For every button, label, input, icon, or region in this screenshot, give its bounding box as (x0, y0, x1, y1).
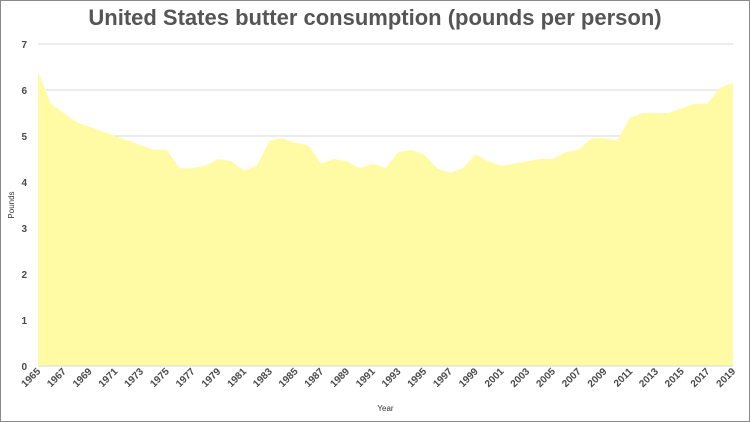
x-axis-label: Year (377, 404, 394, 413)
x-tick-label: 1985 (277, 366, 301, 390)
x-tick-label: 2011 (612, 366, 635, 389)
x-tick-label: 1995 (406, 366, 430, 390)
x-tick-label: 1971 (97, 366, 121, 390)
y-tick-label: 2 (21, 270, 27, 281)
x-tick-label: 2019 (715, 366, 739, 390)
x-tick-label: 1967 (45, 366, 69, 390)
x-tick-label: 1983 (251, 366, 275, 390)
chart-title: United States butter consumption (pounds… (88, 5, 662, 30)
x-tick-label: 1993 (380, 366, 404, 390)
x-tick-label: 1973 (123, 366, 147, 390)
y-axis-label: Pounds (7, 191, 16, 218)
y-tick-label: 1 (21, 316, 27, 327)
x-tick-label: 2009 (586, 366, 610, 390)
x-tick-label: 1977 (174, 366, 198, 390)
butter-consumption-area (38, 71, 733, 366)
y-tick-label: 0 (21, 362, 27, 373)
x-tick-label: 2005 (534, 366, 558, 390)
x-tick-label: 1999 (457, 366, 481, 390)
x-tick-label: 2015 (663, 366, 687, 390)
x-tick-label: 1991 (354, 366, 378, 390)
x-tick-label: 2001 (483, 366, 507, 390)
x-tick-label: 1975 (148, 366, 172, 390)
x-tick-label: 2013 (637, 366, 661, 390)
y-tick-label: 3 (21, 224, 27, 235)
x-tick-label: 1969 (71, 366, 95, 390)
y-tick-label: 4 (21, 178, 27, 189)
y-tick-label: 7 (21, 40, 27, 51)
x-tick-label: 1981 (226, 366, 250, 390)
x-tick-label: 2003 (509, 366, 533, 390)
x-tick-label: 1989 (328, 366, 352, 390)
x-tick-label: 1979 (200, 366, 224, 390)
x-tick-label: 1997 (431, 366, 455, 390)
y-tick-label: 5 (21, 132, 27, 143)
x-tick-label: 2007 (560, 366, 584, 390)
x-axis-ticks: 1965 1967 1969 1971 1973 1975 1977 1979 1981 1983… (20, 366, 739, 390)
x-tick-label: 1987 (303, 366, 327, 390)
y-tick-label: 6 (21, 86, 27, 97)
y-axis-ticks: 0 1 2 3 4 5 6 7 (21, 40, 27, 373)
x-tick-label: 2017 (689, 366, 713, 390)
